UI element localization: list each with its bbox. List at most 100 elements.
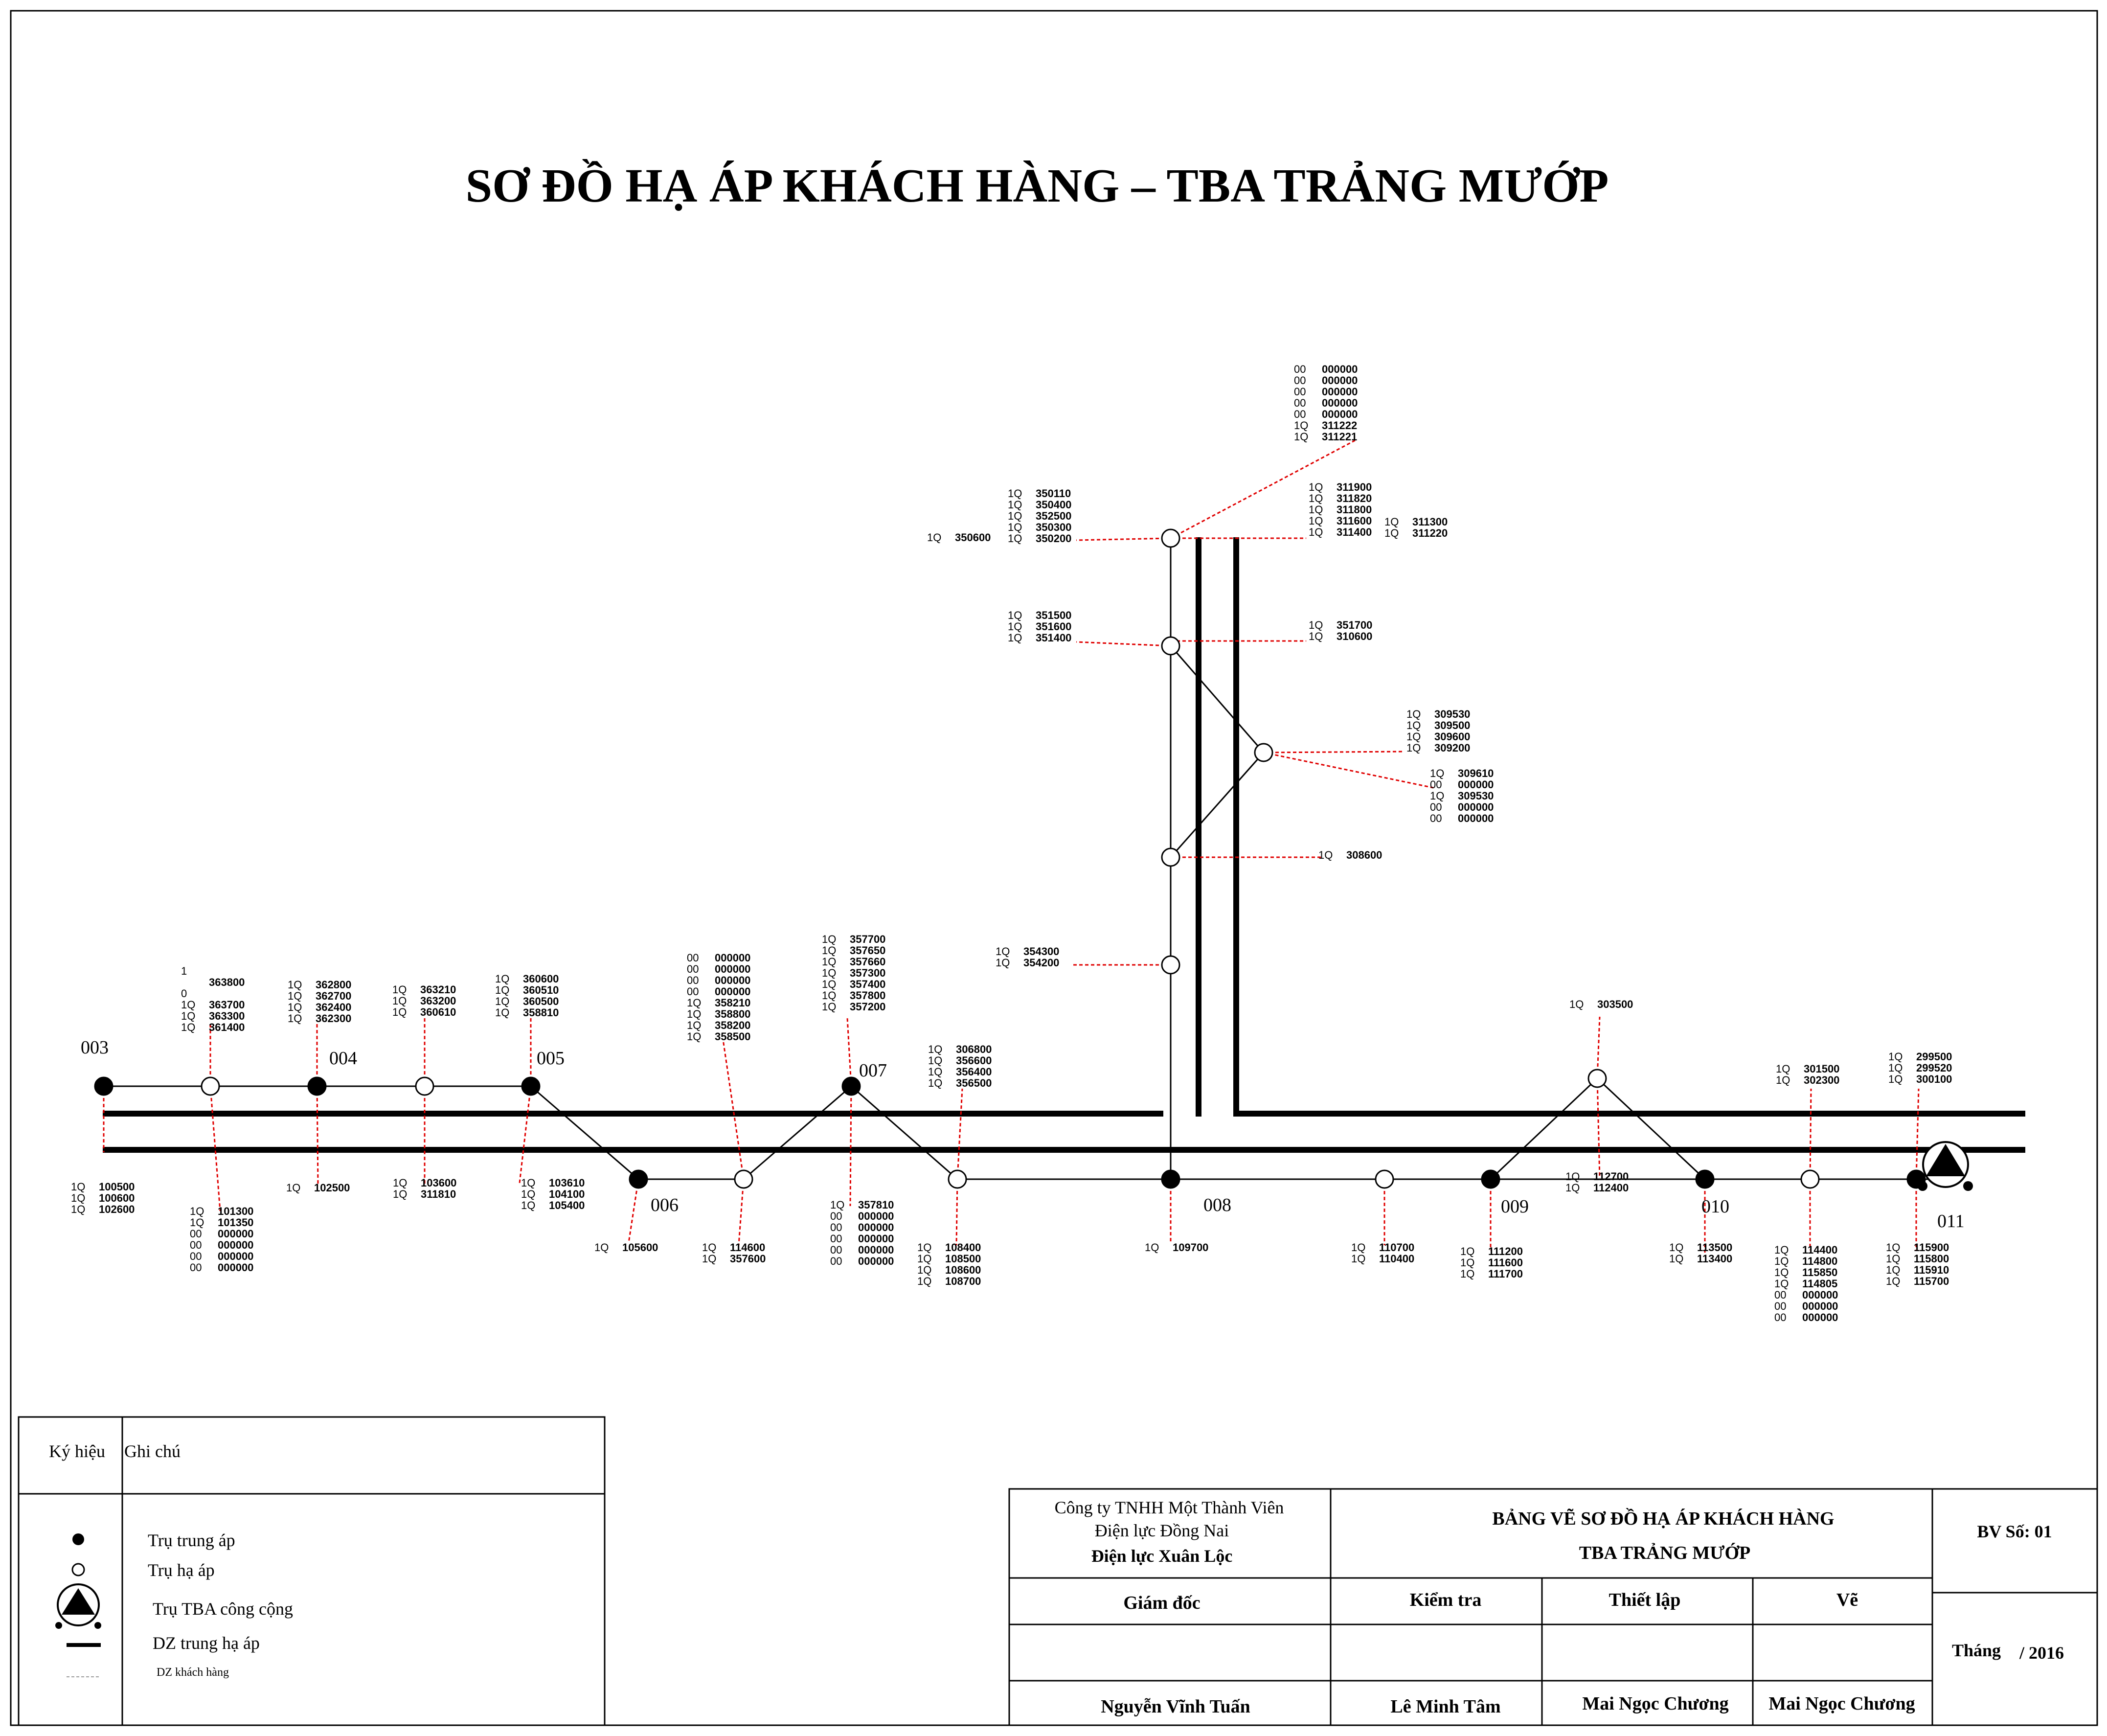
customer-code: 309530: [1458, 790, 1494, 802]
customer-group: 1Q 103610 1Q 104100 1Q 105400: [521, 1177, 585, 1211]
customer-type: 00: [1430, 778, 1442, 791]
customer-code: 108700: [945, 1275, 981, 1287]
customer-type: 1Q: [1309, 492, 1323, 504]
medium-voltage-pole[interactable]: [521, 1076, 541, 1096]
low-voltage-pole[interactable]: [1161, 955, 1180, 975]
substation-terminal-icon: [94, 1622, 101, 1629]
customer-code: 111700: [1488, 1268, 1523, 1280]
medium-voltage-pole[interactable]: [1481, 1169, 1500, 1189]
lead: [519, 1086, 532, 1184]
medium-voltage-pole[interactable]: [629, 1169, 648, 1189]
customer-group: 1Q 354300 1Q 354200: [996, 945, 1059, 969]
customer-type: 00: [1774, 1289, 1786, 1301]
customer-code: 350600: [955, 531, 991, 544]
customer-type: 1Q: [928, 1066, 942, 1078]
customer-type: 1Q: [1384, 516, 1399, 528]
customer-code: 363210: [420, 983, 456, 996]
pole-label: 007: [859, 1060, 887, 1081]
customer-type: 00: [190, 1228, 202, 1240]
customer-type: 1Q: [687, 1019, 701, 1031]
customer-group: 1Q 357700 1Q 357650 1Q 357660 1Q 357300 1Q 357400…: [822, 933, 885, 1013]
customer-code: 000000: [218, 1250, 253, 1262]
name-setup: Mai Ngọc Chương: [1582, 1693, 1728, 1714]
customer-code: 115910: [1914, 1264, 1949, 1276]
customer-type: 1Q: [1309, 630, 1323, 642]
customer-code: 115700: [1914, 1275, 1949, 1287]
lead: [1809, 1088, 1812, 1180]
customer-type: 1Q: [822, 1001, 836, 1013]
medium-voltage-pole[interactable]: [1695, 1169, 1715, 1189]
low-voltage-pole[interactable]: [1161, 528, 1180, 548]
legend: Ký hiệu Ghi chú Trụ trung áp Trụ hạ áp T…: [18, 1416, 606, 1726]
customer-code: 000000: [1322, 374, 1358, 387]
customer-type: 00: [830, 1221, 842, 1233]
customer-type: 1Q: [495, 995, 509, 1007]
low-voltage-pole[interactable]: [1587, 1069, 1607, 1088]
customer-code: 101300: [218, 1205, 253, 1217]
customer-code: 000000: [1802, 1300, 1838, 1312]
customer-code: 311300: [1412, 516, 1448, 528]
customer-code: 112700: [1593, 1170, 1629, 1183]
customer-group: 1Q 299500 1Q 299520 1Q 300100: [1888, 1051, 1952, 1085]
medium-voltage-pole[interactable]: [841, 1076, 861, 1096]
customer-type: 00: [830, 1210, 842, 1222]
lead: [849, 1086, 852, 1207]
customer-code: 358500: [715, 1030, 750, 1043]
customer-code: 350110: [1036, 487, 1071, 500]
customer-type: 1Q: [393, 1188, 407, 1200]
low-voltage-pole[interactable]: [734, 1169, 753, 1189]
customer-code: 115850: [1802, 1266, 1837, 1279]
customer-code: 112400: [1593, 1182, 1629, 1194]
customer-code: 114600: [730, 1241, 765, 1254]
customer-type: 00: [830, 1255, 842, 1267]
legend-item: Trụ hạ áp: [148, 1560, 215, 1580]
lead: [1263, 752, 1434, 789]
customer-code: 113500: [1697, 1241, 1732, 1254]
name-draw: Mai Ngọc Chương: [1768, 1693, 1915, 1714]
customer-code: 311221: [1322, 431, 1357, 443]
customer-type: 1Q: [687, 1008, 701, 1020]
customer-code: 000000: [858, 1233, 894, 1245]
customer-type: 1Q: [822, 956, 836, 968]
customer-group: 1Q 108400 1Q 108500 1Q 108600 1Q 108700: [917, 1241, 981, 1287]
customer-type: 00: [1294, 374, 1306, 387]
legend-border: [18, 1416, 606, 1726]
customer-type: 1Q: [392, 995, 407, 1007]
customer-type: 1Q: [702, 1253, 716, 1265]
customer-code: 000000: [1322, 363, 1358, 375]
medium-voltage-pole[interactable]: [94, 1076, 113, 1096]
low-voltage-pole[interactable]: [415, 1076, 434, 1096]
low-voltage-pole[interactable]: [1254, 743, 1273, 762]
customer-group: 1Q 112700 1Q 112400: [1565, 1170, 1629, 1194]
lead: [316, 1086, 319, 1185]
customer-type: 1Q: [1460, 1245, 1474, 1257]
customer-type: 1Q: [917, 1264, 931, 1276]
customer-type: 00: [1430, 812, 1442, 824]
medium-voltage-pole[interactable]: [307, 1076, 327, 1096]
customer-code: 300100: [1916, 1073, 1952, 1085]
low-voltage-pole[interactable]: [1375, 1169, 1394, 1189]
customer-code: 311800: [1337, 503, 1372, 516]
customer-type: 00: [190, 1261, 202, 1274]
customer-type: 1Q: [1460, 1268, 1474, 1280]
customer-code: 110400: [1379, 1253, 1414, 1265]
customer-type: 1Q: [822, 944, 836, 957]
substation-symbol[interactable]: [1918, 1141, 1973, 1191]
low-voltage-pole[interactable]: [1800, 1169, 1820, 1189]
low-voltage-pole[interactable]: [1161, 636, 1180, 656]
drawing-title: BẢNG VẼ SƠ ĐỒ HẠ ÁP KHÁCH HÀNG: [1492, 1508, 1834, 1529]
low-voltage-pole[interactable]: [1161, 847, 1180, 867]
low-voltage-pole[interactable]: [948, 1169, 967, 1189]
customer-code: 360510: [523, 984, 559, 996]
lead: [1596, 1078, 1601, 1179]
medium-voltage-pole[interactable]: [1161, 1169, 1180, 1189]
customer-code: 000000: [1322, 408, 1358, 420]
customer-code: 351400: [1036, 632, 1071, 644]
low-voltage-pole[interactable]: [201, 1076, 220, 1096]
customer-type: 1Q: [996, 957, 1010, 969]
customer-code: 357660: [850, 956, 885, 968]
customer-code: 357300: [850, 967, 885, 979]
customer-code: 362300: [316, 1012, 351, 1025]
